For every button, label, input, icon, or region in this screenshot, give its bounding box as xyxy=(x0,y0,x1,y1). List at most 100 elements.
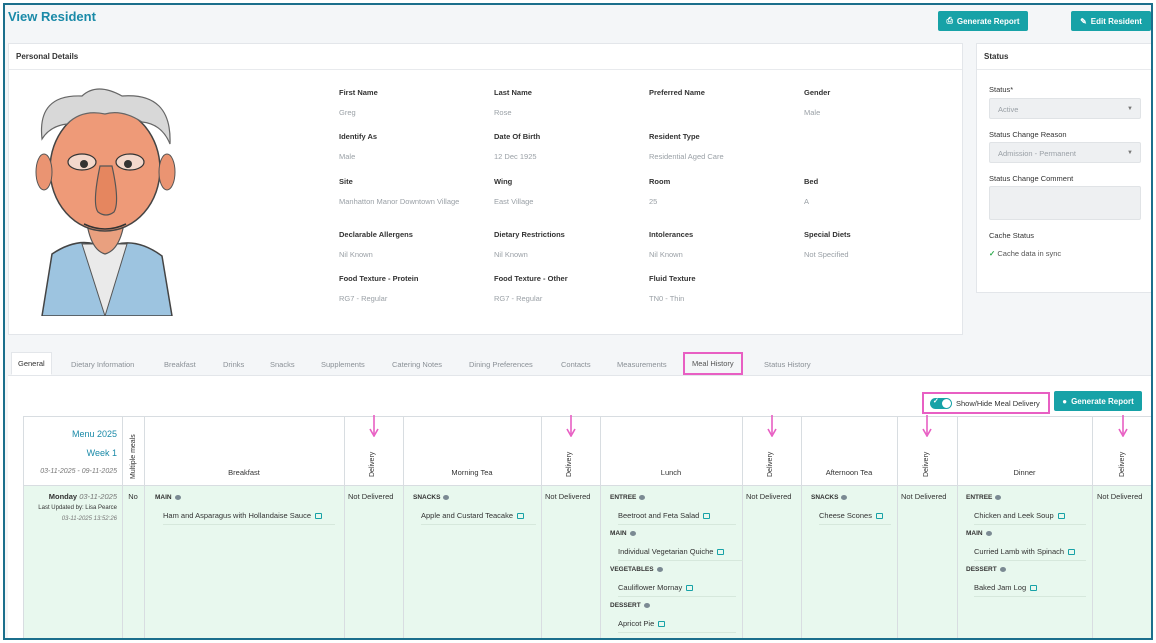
field-wing: Wing East Village xyxy=(494,177,534,206)
delivery-status-morning-tea: Not Delivered xyxy=(545,492,591,501)
check-icon: ✓ xyxy=(989,249,996,258)
field-fluid-texture: Fluid Texture TN0 - Thin xyxy=(649,274,696,303)
toggle-switch[interactable]: ✓ xyxy=(930,397,952,409)
row-day: Monday 03-11-2025 xyxy=(24,492,117,501)
delivery-header-afternoon-tea: Delivery xyxy=(923,451,930,477)
lunch-section-main: MAIN xyxy=(610,530,636,537)
status-card: Status Status* Active ▼ Status Change Re… xyxy=(976,43,1151,293)
status-label: Status* xyxy=(989,85,1014,94)
report-icon: ● xyxy=(1062,396,1068,406)
app-frame: View Resident ⎙ Generate Report ✎ Edit R… xyxy=(3,3,1153,640)
edit-icon[interactable] xyxy=(1068,549,1076,556)
comment-icon[interactable] xyxy=(985,530,992,536)
morning-tea-header: Morning Tea xyxy=(451,468,493,477)
tab-drinks[interactable]: Drinks xyxy=(223,360,245,369)
dinner-section-main: MAIN xyxy=(966,530,992,537)
breakfast-section-main: MAIN xyxy=(155,494,181,501)
comment-icon[interactable] xyxy=(629,530,636,536)
comment-icon[interactable] xyxy=(639,494,646,500)
edit-icon[interactable] xyxy=(1057,513,1065,520)
lunch-section-vegetables: VEGETABLES xyxy=(610,566,663,573)
status-title: Status xyxy=(977,44,1151,70)
field-bed: Bed A xyxy=(804,177,819,206)
comment-icon[interactable] xyxy=(643,602,650,608)
field-identify-as: Identify As Male xyxy=(339,132,378,161)
field-first-name: First Name Greg xyxy=(339,88,378,117)
tab-breakfast[interactable]: Breakfast xyxy=(164,360,196,369)
status-change-comment-input[interactable] xyxy=(989,186,1141,220)
row-updated-by: Last Updated by: Lisa Pearce xyxy=(38,505,117,511)
lunch-section-entree: ENTREE xyxy=(610,494,646,501)
menu-name: Menu 2025 xyxy=(71,429,117,439)
cache-status-value: ✓ Cache data in sync xyxy=(989,249,1061,258)
edit-icon[interactable] xyxy=(517,513,525,520)
afternoon-tea-section-snacks: SNACKS xyxy=(811,494,848,501)
dinner-section-dessert: DESSERT xyxy=(966,566,1006,573)
status-select[interactable]: Active ▼ xyxy=(989,98,1141,119)
cache-status-text: Cache data in sync xyxy=(997,249,1062,258)
resident-avatar xyxy=(22,84,188,318)
generate-report-label: Generate Report xyxy=(956,16,1020,26)
field-resident-type: Resident Type Residential Aged Care xyxy=(649,132,724,161)
edit-icon[interactable] xyxy=(703,513,711,520)
tab-meal-history[interactable]: Meal History xyxy=(683,352,743,375)
comment-icon[interactable] xyxy=(174,494,181,500)
edit-icon[interactable] xyxy=(717,549,725,556)
comment-icon[interactable] xyxy=(995,494,1002,500)
field-preferred-name: Preferred Name xyxy=(649,88,705,97)
morning-tea-item: Apple and Custard Teacake xyxy=(421,511,536,525)
field-food-texture-protein: Food Texture - Protein RG7 - Regular xyxy=(339,274,419,303)
lunch-header: Lunch xyxy=(660,468,682,477)
annotation-arrow-icon xyxy=(922,415,932,437)
caret-down-icon: ▼ xyxy=(1127,150,1133,156)
show-hide-meal-delivery-toggle[interactable]: ✓ Show/Hide Meal Delivery xyxy=(922,392,1050,414)
comment-icon[interactable] xyxy=(999,566,1006,572)
tab-contacts[interactable]: Contacts xyxy=(561,360,591,369)
printer-icon: ⎙ xyxy=(946,16,953,25)
comment-icon[interactable] xyxy=(841,494,848,500)
status-change-reason-value: Admission - Permanent xyxy=(998,149,1076,158)
delivery-header-morning-tea: Delivery xyxy=(566,451,573,477)
tab-supplements[interactable]: Supplements xyxy=(321,360,365,369)
generate-report-button[interactable]: ⎙ Generate Report xyxy=(938,11,1028,31)
field-food-texture-other: Food Texture - Other RG7 - Regular xyxy=(494,274,568,303)
personal-details-title: Personal Details xyxy=(9,44,962,70)
caret-down-icon: ▼ xyxy=(1127,106,1133,112)
annotation-arrow-icon xyxy=(369,415,379,437)
date-range: 03-11-2025 - 09-11-2025 xyxy=(40,468,117,475)
field-last-name: Last Name Rose xyxy=(494,88,532,117)
annotation-arrow-icon xyxy=(1118,415,1128,437)
tab-dietary-information[interactable]: Dietary Information xyxy=(71,360,135,369)
edit-icon[interactable] xyxy=(686,585,694,592)
tab-measurements[interactable]: Measurements xyxy=(617,360,667,369)
row-multiple-meals: No xyxy=(128,492,138,501)
edit-icon[interactable] xyxy=(875,513,883,520)
morning-tea-section-snacks: SNACKS xyxy=(413,494,450,501)
edit-icon[interactable] xyxy=(1030,585,1038,592)
status-change-reason-select[interactable]: Admission - Permanent ▼ xyxy=(989,142,1141,163)
field-dietary-restrictions: Dietary Restrictions Nil Known xyxy=(494,230,565,259)
breakfast-item: Ham and Asparagus with Hollandaise Sauce xyxy=(163,511,335,525)
delivery-status-dinner: Not Delivered xyxy=(1097,492,1143,501)
field-intolerances: Intolerances Nil Known xyxy=(649,230,694,259)
annotation-arrow-icon xyxy=(767,415,777,437)
meal-history-table: Menu 2025 Week 1 03-11-2025 - 09-11-2025… xyxy=(23,415,1151,638)
tab-catering-notes[interactable]: Catering Notes xyxy=(392,360,443,369)
comment-icon[interactable] xyxy=(656,566,663,572)
edit-resident-button[interactable]: ✎ Edit Resident xyxy=(1071,11,1151,31)
tab-bar: General Dietary Information Breakfast Dr… xyxy=(8,350,1151,376)
tab-general[interactable]: General xyxy=(11,352,52,375)
delivery-header-dinner: Delivery xyxy=(1119,451,1126,477)
lunch-item: Cauliflower Mornay xyxy=(618,583,736,597)
comment-icon[interactable] xyxy=(443,494,450,500)
tab-dining-preferences[interactable]: Dining Preferences xyxy=(469,360,533,369)
meal-history-generate-report-button[interactable]: ● Generate Report xyxy=(1054,391,1142,411)
dinner-section-entree: ENTREE xyxy=(966,494,1002,501)
tab-status-history[interactable]: Status History xyxy=(764,360,811,369)
edit-icon[interactable] xyxy=(315,513,323,520)
dinner-header: Dinner xyxy=(1013,468,1036,477)
edit-icon[interactable] xyxy=(658,621,666,628)
tab-snacks[interactable]: Snacks xyxy=(270,360,295,369)
delivery-status-breakfast: Not Delivered xyxy=(348,492,394,501)
meal-history-panel: ✓ Show/Hide Meal Delivery ● Generate Rep… xyxy=(8,376,1151,638)
